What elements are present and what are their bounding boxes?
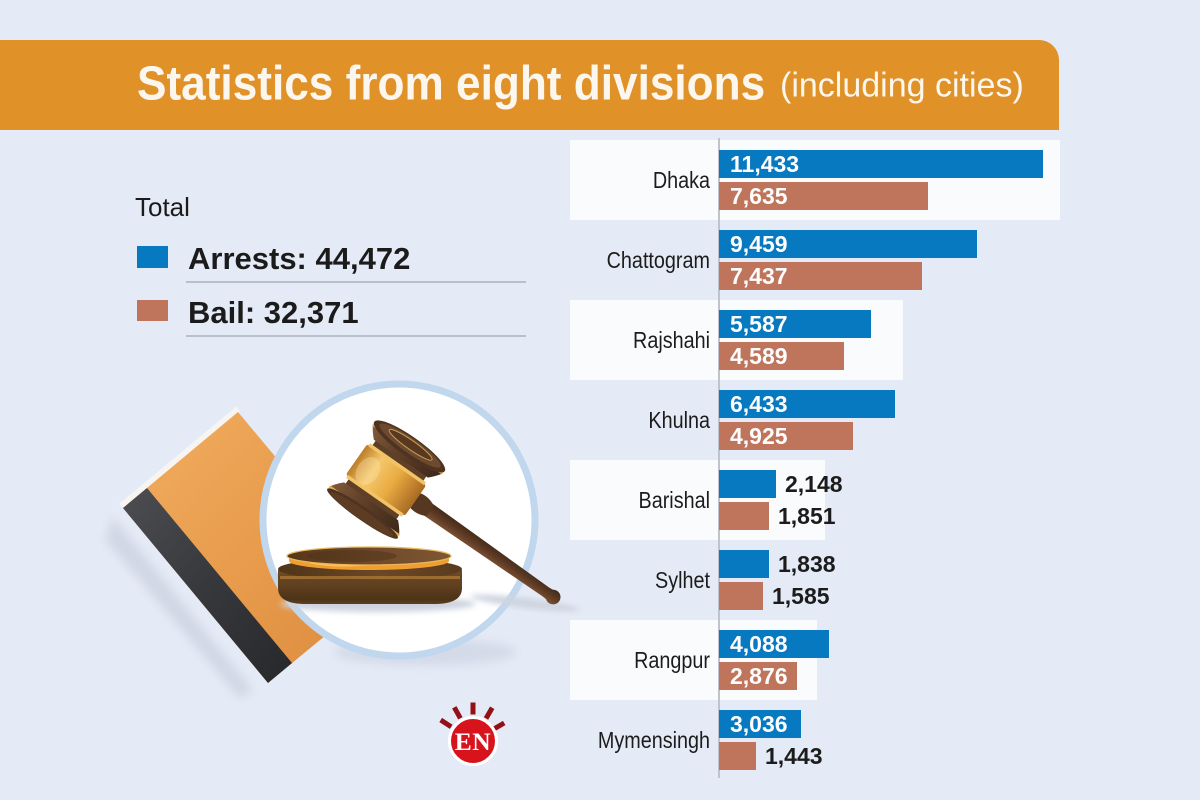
svg-text:EN: EN: [455, 727, 492, 756]
